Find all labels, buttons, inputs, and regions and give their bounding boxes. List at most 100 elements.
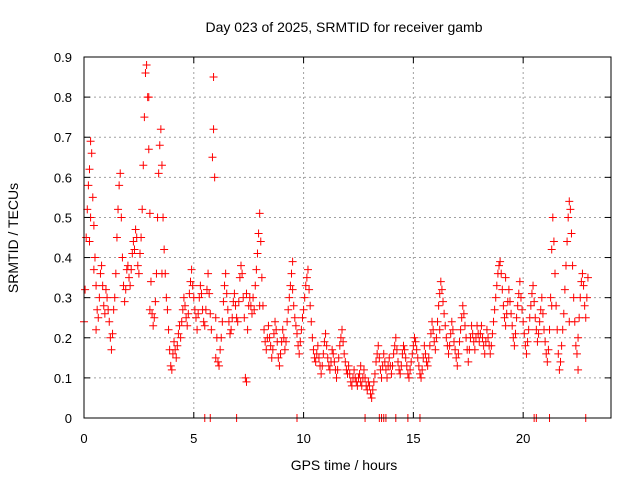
data-point	[211, 353, 220, 362]
data-point	[294, 341, 303, 350]
grid-lines	[84, 57, 611, 418]
data-point	[551, 269, 560, 278]
data-point	[279, 333, 288, 342]
data-point	[238, 269, 247, 278]
data-point	[179, 293, 188, 302]
data-point	[193, 325, 202, 334]
data-point	[568, 261, 577, 270]
data-point	[395, 365, 404, 374]
data-point	[289, 301, 298, 310]
data-point	[484, 333, 493, 342]
data-point	[372, 357, 381, 366]
data-point	[538, 309, 547, 318]
data-point	[565, 197, 574, 206]
data-point	[156, 125, 165, 134]
data-point	[292, 329, 301, 338]
data-point	[522, 349, 531, 358]
data-point	[100, 309, 109, 318]
data-point	[487, 341, 496, 350]
data-point	[435, 325, 444, 334]
x-tick-label: 15	[406, 431, 420, 446]
data-point	[253, 249, 262, 258]
data-point	[133, 261, 142, 270]
data-point	[323, 353, 332, 362]
data-point	[411, 337, 420, 346]
data-point	[226, 329, 235, 338]
data-point	[301, 281, 310, 290]
data-point	[116, 169, 125, 178]
data-point	[89, 265, 98, 274]
data-point	[336, 333, 345, 342]
data-point	[445, 341, 454, 350]
data-point	[188, 281, 197, 290]
data-point	[217, 333, 226, 342]
data-point	[81, 285, 90, 294]
data-point	[434, 301, 443, 310]
data-point	[87, 149, 96, 158]
data-point	[95, 293, 104, 302]
data-point	[176, 333, 185, 342]
data-point	[184, 309, 193, 318]
data-point	[257, 273, 266, 282]
x-tick-label: 20	[516, 431, 530, 446]
data-point	[222, 289, 231, 298]
data-point	[139, 161, 148, 170]
data-point	[489, 317, 498, 326]
data-point	[247, 309, 256, 318]
data-point	[444, 349, 453, 358]
data-point	[201, 305, 210, 314]
data-point	[170, 337, 179, 346]
data-point	[209, 125, 218, 134]
data-point	[126, 281, 135, 290]
data-point	[477, 321, 486, 330]
data-point	[191, 313, 200, 322]
data-point	[412, 345, 421, 354]
data-point	[118, 253, 127, 262]
data-point	[387, 369, 396, 378]
data-point	[333, 365, 342, 374]
data-point	[381, 365, 390, 374]
data-point	[159, 213, 168, 222]
data-point	[414, 361, 423, 370]
data-point	[426, 329, 435, 338]
data-point	[134, 269, 143, 278]
data-point	[173, 341, 182, 350]
data-point	[112, 233, 121, 242]
data-point	[430, 337, 439, 346]
data-point	[529, 281, 538, 290]
data-point	[574, 365, 583, 374]
data-point	[544, 345, 553, 354]
data-point	[250, 305, 259, 314]
data-point	[178, 305, 187, 314]
data-point	[195, 293, 204, 302]
data-point	[391, 333, 400, 342]
data-point	[579, 281, 588, 290]
data-point	[370, 369, 379, 378]
data-point	[114, 205, 123, 214]
data-point	[541, 337, 550, 346]
data-point	[437, 285, 446, 294]
data-point	[140, 113, 149, 122]
data-point	[366, 389, 375, 398]
data-point	[320, 337, 329, 346]
data-point	[163, 305, 172, 314]
data-point	[129, 237, 138, 246]
y-tick-label: 0.6	[54, 170, 72, 185]
data-point	[213, 357, 222, 366]
data-point	[535, 317, 544, 326]
data-point	[380, 357, 389, 366]
data-point	[547, 301, 556, 310]
data-point	[317, 369, 326, 378]
data-point	[157, 161, 166, 170]
axis-ticks: 0 0.1 0.2 0.3 0.4 0.5 0.6 0.7 0.8 0.9 0 5 10 15 20	[54, 50, 611, 446]
data-point	[486, 349, 495, 358]
data-point	[488, 329, 497, 338]
data-point	[204, 269, 213, 278]
data-point	[146, 277, 155, 286]
data-point	[123, 261, 132, 270]
data-point	[175, 321, 184, 330]
data-point	[322, 341, 331, 350]
data-point	[216, 345, 225, 354]
data-point	[447, 317, 456, 326]
data-point	[345, 369, 354, 378]
